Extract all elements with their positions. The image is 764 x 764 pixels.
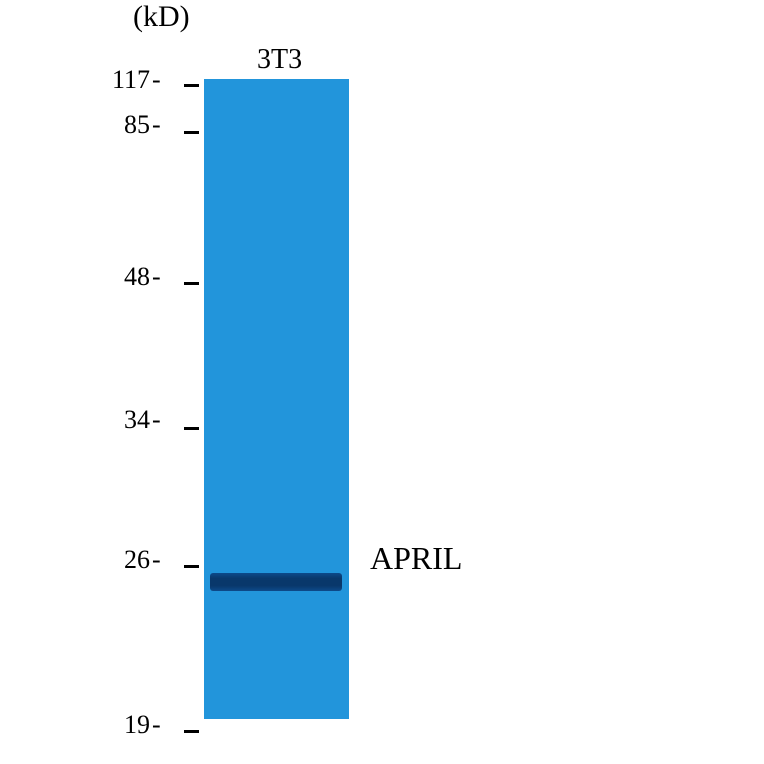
marker-label-117: 117 xyxy=(90,65,150,95)
marker-label-19: 19 xyxy=(90,710,150,740)
axis-unit-label: (kD) xyxy=(133,0,190,34)
marker-tick-26 xyxy=(184,565,199,568)
marker-dash-85: - xyxy=(152,110,172,140)
marker-tick-19 xyxy=(184,730,199,733)
blot-lane xyxy=(204,79,349,719)
marker-tick-34 xyxy=(184,427,199,430)
marker-dash-48: - xyxy=(152,262,172,292)
marker-tick-48 xyxy=(184,282,199,285)
marker-dash-117: - xyxy=(152,65,172,95)
western-blot-figure: (kD) 3T3 APRIL 117-85-48-34-26-19- xyxy=(0,0,764,764)
marker-dash-26: - xyxy=(152,545,172,575)
marker-label-48: 48 xyxy=(90,262,150,292)
marker-dash-34: - xyxy=(152,405,172,435)
marker-tick-117 xyxy=(184,84,199,87)
marker-tick-85 xyxy=(184,131,199,134)
protein-band-april xyxy=(210,573,342,591)
lane-label-3t3: 3T3 xyxy=(257,44,302,76)
marker-dash-19: - xyxy=(152,710,172,740)
band-label-april: APRIL xyxy=(370,540,462,577)
marker-label-34: 34 xyxy=(90,405,150,435)
marker-label-26: 26 xyxy=(90,545,150,575)
marker-label-85: 85 xyxy=(90,110,150,140)
